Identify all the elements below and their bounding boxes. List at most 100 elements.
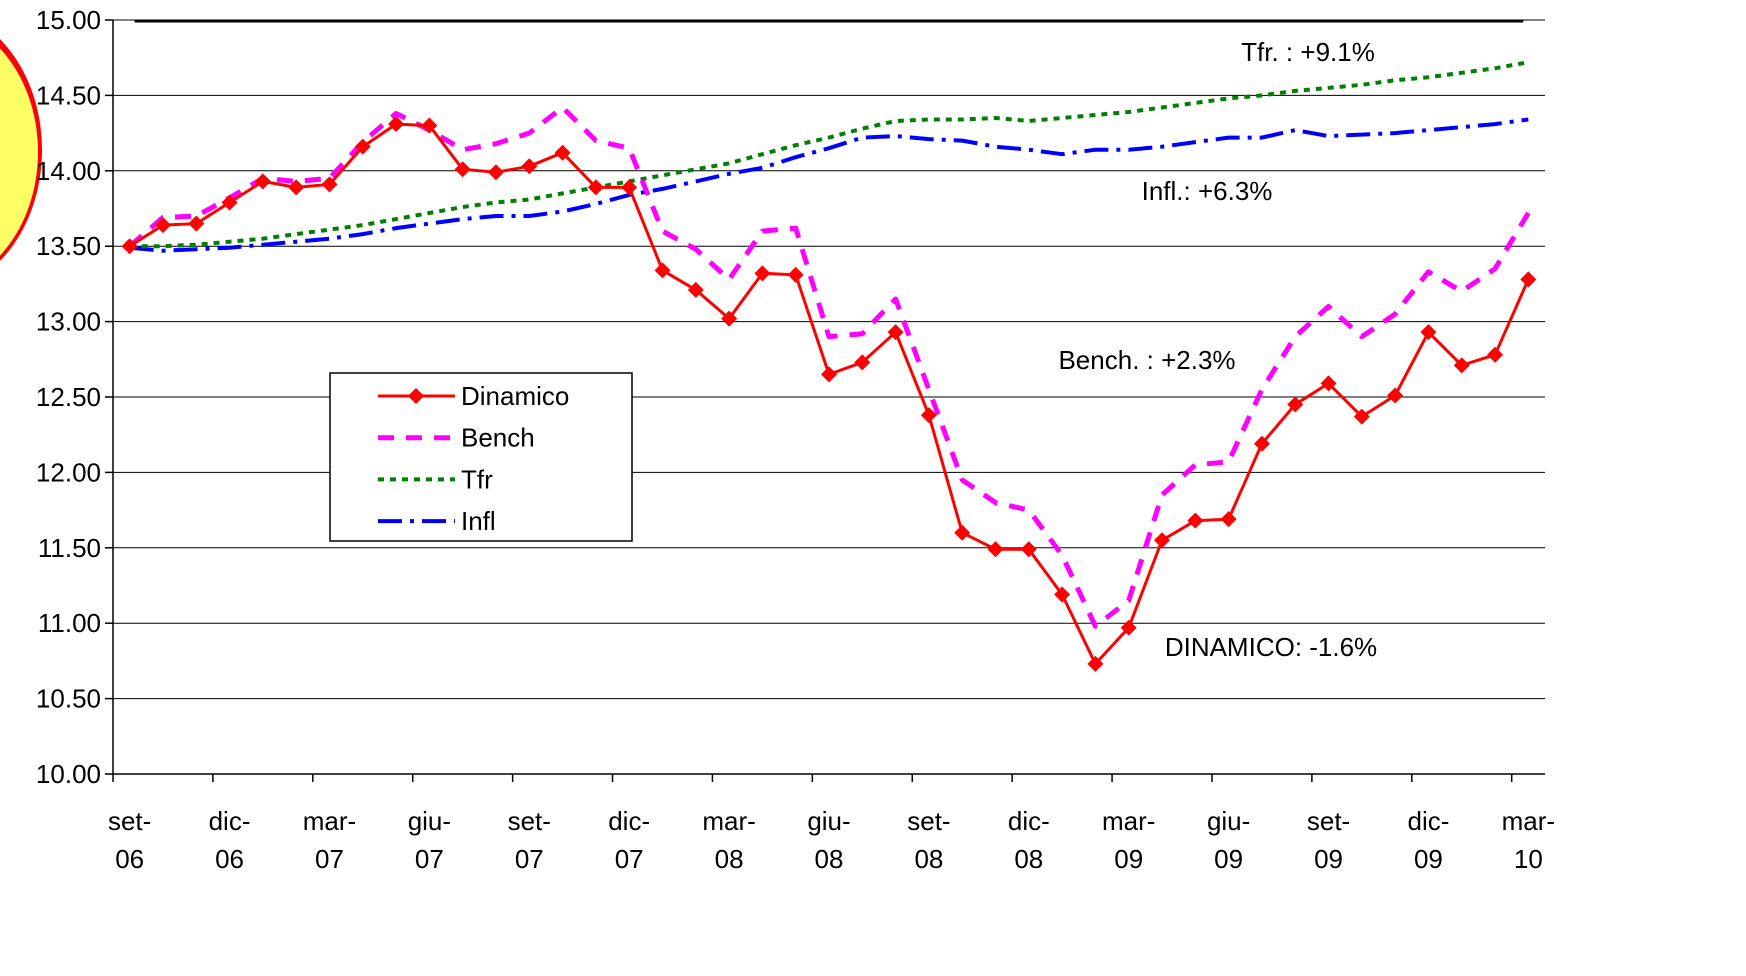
y-tick-label: 15.00 xyxy=(36,5,101,35)
point-marker xyxy=(521,158,538,175)
point-marker xyxy=(1020,541,1037,558)
plot xyxy=(121,20,1537,672)
point-marker xyxy=(1187,512,1204,529)
x-tick-label-line: 06 xyxy=(115,844,144,874)
point-marker xyxy=(1487,346,1504,363)
x-tick-label-line: giu- xyxy=(1207,806,1250,836)
x-tick-label: set- 08 xyxy=(907,806,950,874)
x-tick-label: dic- 07 xyxy=(608,806,650,874)
x-tick-label: set- 06 xyxy=(108,806,151,874)
y-tick-label: 12.00 xyxy=(36,457,101,487)
point-marker xyxy=(1287,396,1304,413)
point-marker xyxy=(1054,586,1071,603)
x-tick-label-line: giu- xyxy=(408,806,451,836)
point-marker xyxy=(254,173,271,190)
point-marker xyxy=(587,179,604,196)
legend: Dinamico Bench Tfr Infl xyxy=(329,372,633,542)
point-marker xyxy=(1220,511,1237,528)
x-tick-label-line: dic- xyxy=(1407,806,1449,836)
x-tick-label-line: 08 xyxy=(914,844,943,874)
point-marker xyxy=(1453,357,1470,374)
x-tick-label: giu- 08 xyxy=(807,806,850,874)
point-marker xyxy=(754,265,771,282)
x-tick-label-line: dic- xyxy=(209,806,251,836)
point-marker xyxy=(487,164,504,181)
series-line xyxy=(129,117,1529,253)
point-marker xyxy=(1353,408,1370,425)
x-tick-label-line: set- xyxy=(907,806,950,836)
point-marker xyxy=(1253,435,1270,452)
x-tick-label: dic- 09 xyxy=(1407,806,1449,874)
x-tick-label: giu- 07 xyxy=(408,806,451,874)
annotation: Tfr. : +9.1% xyxy=(1241,37,1375,67)
x-tick-label: mar- 08 xyxy=(702,806,755,874)
x-tick-label-line: 08 xyxy=(815,844,844,874)
y-tick-label: 10.00 xyxy=(36,759,101,789)
y-tick-label: 14.50 xyxy=(36,80,101,110)
x-tick-label-line: giu- xyxy=(807,806,850,836)
point-marker xyxy=(554,144,571,161)
y-tick-label: 14.00 xyxy=(36,156,101,186)
point-marker xyxy=(1087,655,1104,672)
x-tick-label-line: set- xyxy=(108,806,151,836)
point-marker xyxy=(821,366,837,383)
point-marker xyxy=(887,324,904,341)
legend-label: Infl xyxy=(461,506,496,536)
x-tick-label: giu- 09 xyxy=(1207,806,1250,874)
axes: 10.00 10.50 11.00 11.50 12.00 12.50 13.00 13.50… xyxy=(36,5,1555,874)
point-marker xyxy=(654,262,671,279)
point-marker xyxy=(121,238,138,255)
x-tick-label-line: 07 xyxy=(515,844,544,874)
point-marker xyxy=(1120,619,1137,636)
point-marker xyxy=(421,117,438,134)
point-marker xyxy=(288,179,305,196)
x-tick-label-line: 09 xyxy=(1414,844,1443,874)
x-tick-label: dic- 06 xyxy=(209,806,251,874)
annotation: Infl.: +6.3% xyxy=(1142,176,1273,206)
annotation: DINAMICO: -1.6% xyxy=(1165,632,1377,662)
x-tick-label-line: set- xyxy=(508,806,551,836)
legend-label: Tfr xyxy=(461,464,493,494)
x-tick-label-line: 07 xyxy=(415,844,444,874)
x-tick-label-line: 08 xyxy=(715,844,744,874)
x-tick-label-line: 07 xyxy=(615,844,644,874)
x-tick-label-line: mar- xyxy=(1102,806,1155,836)
legend-label: Dinamico xyxy=(461,381,569,411)
x-tick-label-line: dic- xyxy=(1008,806,1050,836)
x-tick-label: mar- 09 xyxy=(1102,806,1155,874)
x-tick-label: mar- 10 xyxy=(1502,806,1555,874)
point-marker xyxy=(154,217,171,234)
point-marker xyxy=(221,194,238,211)
x-tick-label-line: 10 xyxy=(1514,844,1543,874)
series-line xyxy=(129,60,1529,249)
point-marker xyxy=(920,407,937,424)
point-marker xyxy=(454,161,471,178)
y-tick-label: 13.50 xyxy=(36,231,101,261)
point-marker xyxy=(1387,387,1404,404)
legend-label: Bench xyxy=(461,423,535,453)
x-tick-label-line: mar- xyxy=(702,806,755,836)
x-tick-label-line: 08 xyxy=(1014,844,1043,874)
x-tick-label-line: 07 xyxy=(315,844,344,874)
y-tick-label: 11.50 xyxy=(38,533,101,563)
point-marker xyxy=(954,524,971,541)
point-marker xyxy=(321,176,338,193)
annotations: Tfr. : +9.1% Infl.: +6.3% Bench. : +2.3% DI… xyxy=(1058,37,1377,662)
x-tick-label-line: 09 xyxy=(1114,844,1143,874)
x-tick-label-line: mar- xyxy=(303,806,356,836)
point-marker xyxy=(621,179,638,196)
point-marker xyxy=(188,215,205,232)
annotation: Bench. : +2.3% xyxy=(1058,345,1235,375)
x-tick-label-line: dic- xyxy=(608,806,650,836)
y-tick-label: 12.50 xyxy=(36,382,101,412)
x-tick-label-line: set- xyxy=(1307,806,1350,836)
point-marker xyxy=(1420,324,1437,341)
point-marker xyxy=(1520,271,1537,288)
series-line xyxy=(128,105,1531,629)
y-tick-label: 10.50 xyxy=(36,684,101,714)
point-marker xyxy=(787,266,804,283)
point-marker xyxy=(687,281,704,298)
point-marker xyxy=(854,354,871,371)
legend-box xyxy=(329,372,633,542)
